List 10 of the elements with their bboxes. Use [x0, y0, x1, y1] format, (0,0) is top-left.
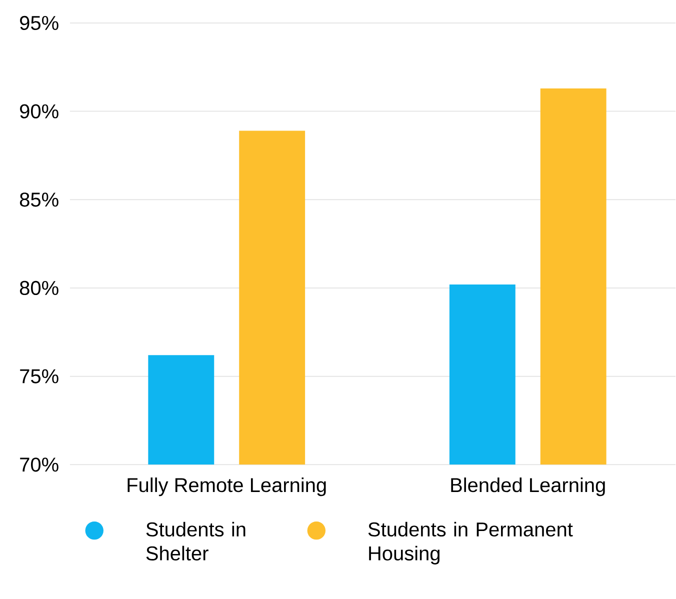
y-tick-label: 90% — [20, 104, 58, 119]
y-tick-label: 70% — [20, 458, 58, 472]
y-tick-label: 85% — [20, 192, 58, 207]
legend-label: Students in Permanent Housing — [368, 522, 573, 565]
x-tick-label: Fully Remote Learning — [128, 478, 326, 496]
x-tick-label: Blended Learning — [451, 478, 605, 496]
y-tick-label: 95% — [20, 16, 58, 30]
legend-label: Students in Shelter — [146, 522, 246, 561]
y-tick-label: 75% — [20, 370, 58, 384]
y-tick-label: 80% — [20, 281, 58, 296]
